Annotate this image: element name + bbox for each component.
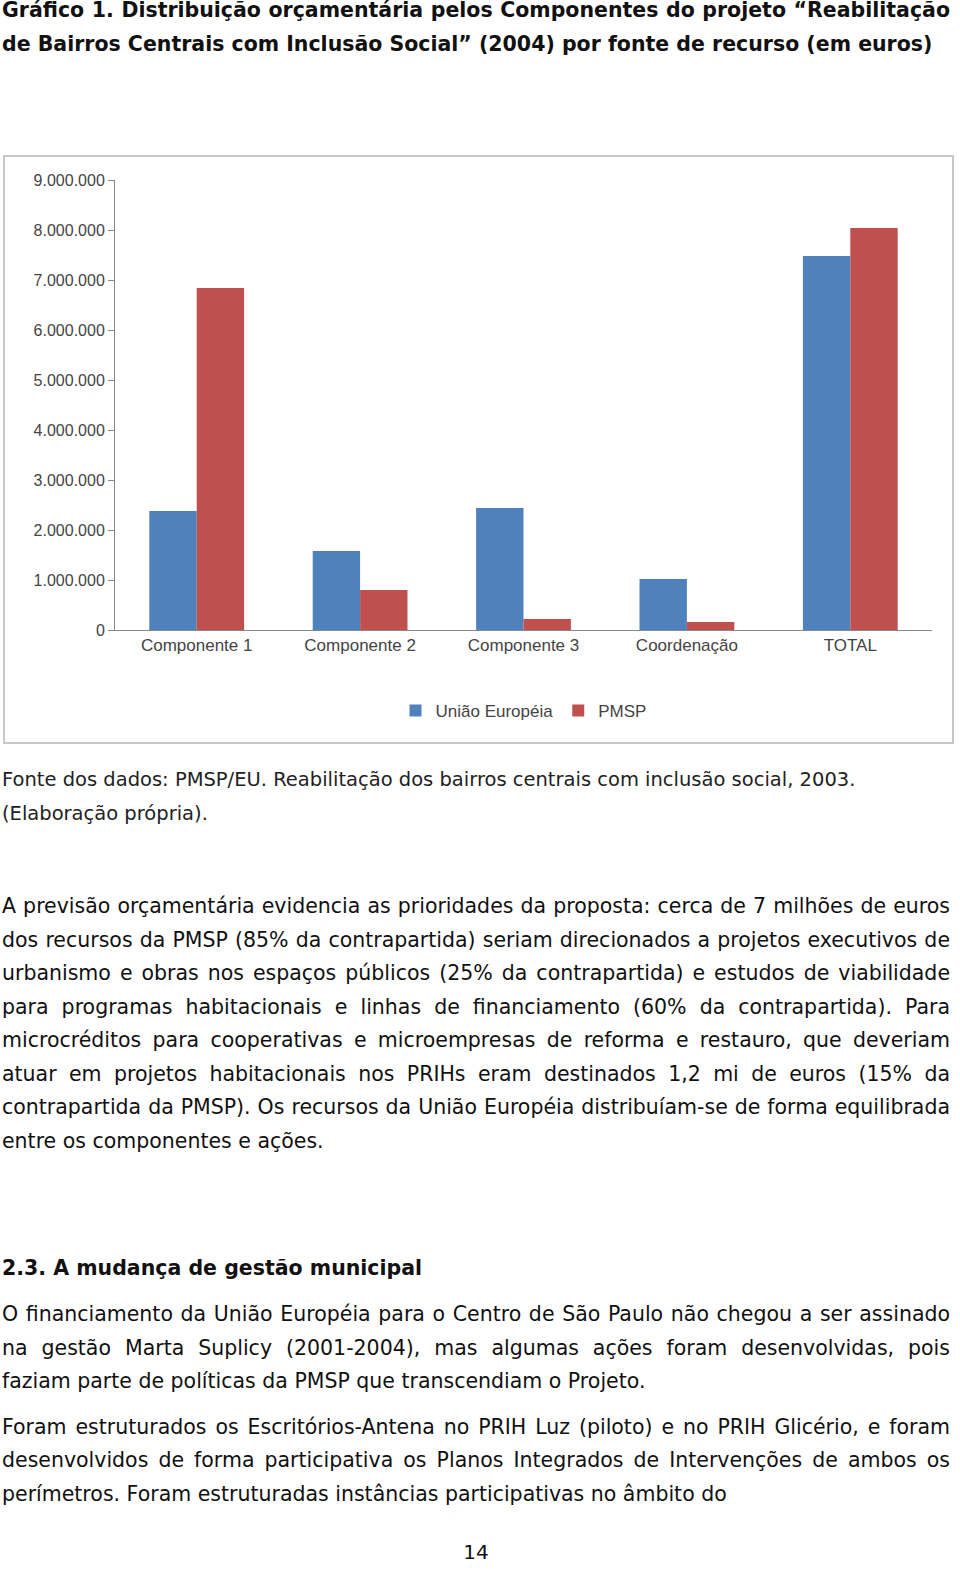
svg-text:7.000.000: 7.000.000: [34, 272, 105, 289]
svg-text:PMSP: PMSP: [598, 702, 646, 721]
svg-text:0: 0: [96, 622, 105, 639]
svg-text:TOTAL: TOTAL: [824, 636, 877, 655]
svg-text:Componente 3: Componente 3: [468, 636, 580, 655]
html-text:A previsão orçamentária eviden: A previsão orçamentária evidencia as pri…: [2, 894, 950, 1153]
svg-text:5.000.000: 5.000.000: [34, 372, 105, 389]
svg-text:Componente 1: Componente 1: [141, 636, 253, 655]
html-text:14: 14: [463, 1540, 489, 1564]
svg-text:União Européia: União Européia: [436, 702, 554, 721]
svg-text:2.000.000: 2.000.000: [34, 522, 105, 539]
svg-text:Componente 2: Componente 2: [304, 636, 416, 655]
svg-text:6.000.000: 6.000.000: [34, 322, 105, 339]
svg-text:3.000.000: 3.000.000: [34, 472, 105, 489]
html-text:Fonte dos dados: PMSP/EU. Reab: Fonte dos dados: PMSP/EU. Reabilitação d…: [2, 768, 856, 825]
svg-text:9.000.000: 9.000.000: [34, 172, 105, 189]
svg-text:8.000.000: 8.000.000: [34, 222, 105, 239]
html-text:Foram estruturados os Escritór: Foram estruturados os Escritórios-Antena…: [2, 1414, 950, 1506]
html-text:O financiamento da União Europ: O financiamento da União Européia para o…: [2, 1302, 950, 1393]
svg-text:4.000.000: 4.000.000: [34, 422, 105, 439]
svg-text:1.000.000: 1.000.000: [34, 572, 105, 589]
html-text:2.3. A mudança de gestão munic: 2.3. A mudança de gestão municipal: [2, 1256, 423, 1280]
svg-text:Coordenação: Coordenação: [636, 636, 738, 655]
